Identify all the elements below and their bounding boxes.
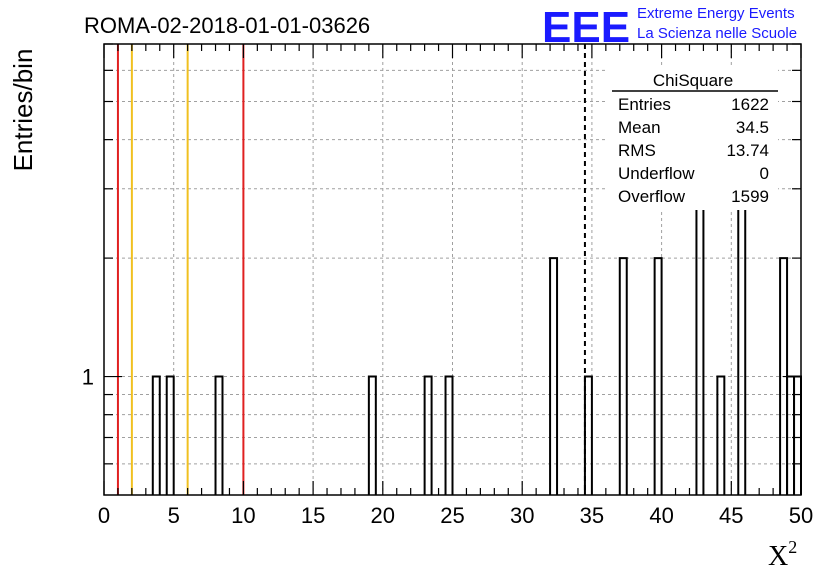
stats-title: ChiSquare — [653, 71, 733, 90]
x-tick-label: 15 — [301, 503, 325, 528]
x-tick-label: 5 — [168, 503, 180, 528]
x-tick-label: 10 — [231, 503, 255, 528]
stats-value: 13.74 — [726, 141, 769, 160]
stats-value: 1622 — [731, 95, 769, 114]
chart-title: ROMA-02-2018-01-01-03626 — [84, 13, 370, 38]
histogram-bin — [151, 375, 161, 495]
logo-line-2: La Scienza nelle Scuole — [637, 25, 797, 42]
stats-label: Underflow — [618, 164, 695, 183]
histogram-bin — [423, 375, 433, 495]
x-tick-label: 25 — [440, 503, 464, 528]
reference-lines — [116, 44, 586, 495]
x-tick-label: 40 — [649, 503, 673, 528]
x-tick-label: 20 — [371, 503, 395, 528]
x-axis-label: X2 — [768, 537, 797, 572]
histogram-bin — [737, 187, 747, 495]
stats-label: Mean — [618, 118, 661, 137]
histogram-bin — [165, 375, 175, 495]
stats-label: RMS — [618, 141, 656, 160]
x-tick-label: 45 — [719, 503, 743, 528]
histogram-bin — [695, 187, 705, 495]
x-tick-label: 35 — [580, 503, 604, 528]
histogram-bins — [151, 187, 802, 495]
logo-line-1: Extreme Energy Events — [637, 5, 795, 22]
histogram-bin — [716, 375, 726, 495]
stats-value: 34.5 — [736, 118, 769, 137]
histogram-bin — [618, 257, 628, 495]
stats-box: ChiSquare Entries 1622 Mean 34.5 RMS 13.74 Und… — [608, 66, 778, 210]
histogram-bin — [444, 375, 454, 495]
stats-label: Overflow — [618, 187, 686, 206]
y-axis-label: Entries/bin — [8, 49, 38, 172]
stats-value: 1599 — [731, 187, 769, 206]
stats-label: Entries — [618, 95, 671, 114]
stats-value: 0 — [760, 164, 769, 183]
x-tick-label: 50 — [789, 503, 813, 528]
histogram-bin — [653, 257, 663, 495]
x-tick-label: 0 — [98, 503, 110, 528]
histogram-bin — [549, 257, 559, 495]
axes: 0 5 10 15 20 25 30 35 40 45 50 1 — [82, 43, 813, 528]
histogram-bin — [367, 375, 377, 495]
y-tick-label: 1 — [82, 365, 94, 390]
histogram-bin — [214, 375, 224, 495]
x-tick-label: 30 — [510, 503, 534, 528]
